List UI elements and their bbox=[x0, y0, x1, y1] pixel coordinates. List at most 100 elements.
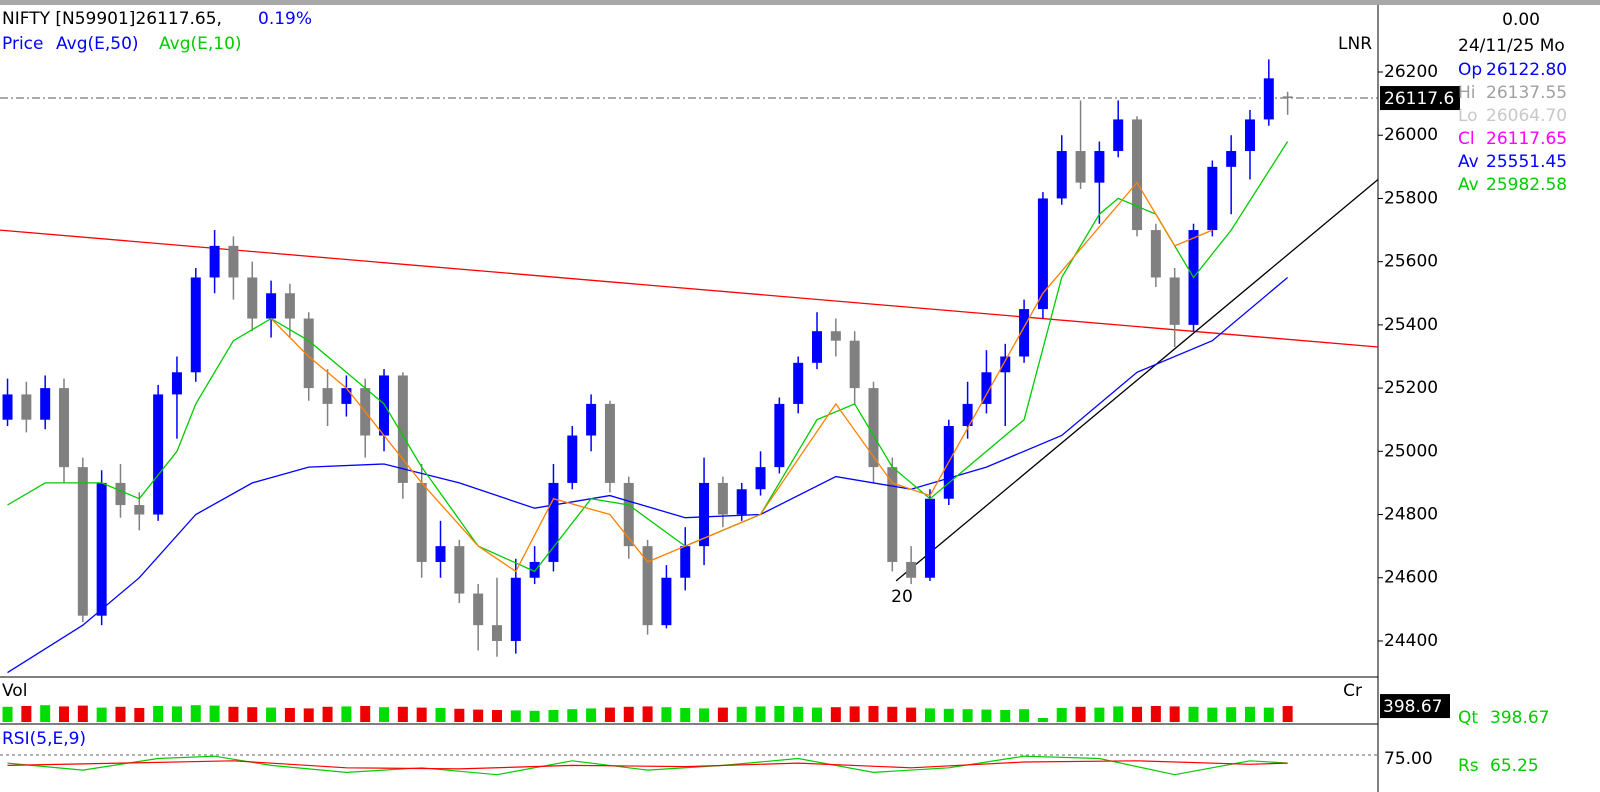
candle-body bbox=[1000, 356, 1011, 373]
info-label: Av bbox=[1458, 175, 1479, 195]
volume-bar bbox=[981, 709, 992, 722]
volume-bar bbox=[322, 706, 333, 722]
candle-body bbox=[1056, 151, 1067, 199]
candle-body bbox=[1282, 96, 1293, 99]
y-tick-label: 26200 bbox=[1384, 62, 1438, 82]
candle-body bbox=[1169, 277, 1180, 325]
volume-box bbox=[1380, 694, 1450, 719]
candle-body bbox=[1113, 119, 1124, 152]
volume-bar bbox=[454, 708, 465, 722]
candle-body bbox=[906, 561, 917, 578]
candle-body bbox=[717, 482, 728, 515]
candle-body bbox=[1150, 230, 1161, 278]
candle-body bbox=[2, 394, 13, 420]
volume-bar bbox=[906, 707, 917, 722]
volume-bar bbox=[567, 709, 578, 722]
candle-body bbox=[59, 388, 70, 468]
candle-body bbox=[209, 245, 220, 278]
volume-bar bbox=[397, 706, 408, 722]
legend-entry: Price bbox=[2, 34, 43, 54]
candle-body bbox=[40, 388, 51, 420]
candle-body bbox=[887, 467, 898, 562]
candle-body bbox=[510, 577, 521, 641]
volume-bar bbox=[830, 707, 841, 722]
volume-bar bbox=[1169, 706, 1180, 722]
legend-entry: Avg(E,50) bbox=[56, 34, 139, 54]
volume-bar bbox=[1019, 709, 1030, 722]
volume-bar bbox=[379, 707, 390, 722]
candle-body bbox=[699, 482, 710, 547]
volume-bar bbox=[209, 705, 220, 722]
candle-body bbox=[1094, 151, 1105, 183]
volume-bar bbox=[510, 710, 521, 722]
volume-bar bbox=[924, 708, 935, 722]
volume-bar bbox=[473, 709, 484, 722]
candle-body bbox=[1207, 166, 1218, 231]
candle-body bbox=[228, 245, 239, 278]
candle-body bbox=[322, 388, 333, 404]
candle-body bbox=[284, 293, 295, 319]
volume-label: Vol bbox=[2, 681, 27, 701]
candle-body bbox=[774, 403, 785, 468]
volume-bar bbox=[134, 708, 145, 722]
volume-bar bbox=[1132, 706, 1143, 722]
info-label: Av bbox=[1458, 152, 1479, 172]
volume-bar bbox=[266, 707, 277, 722]
info-label: Lo bbox=[1458, 106, 1478, 126]
info-label: Hi bbox=[1458, 83, 1476, 103]
volume-bar bbox=[1188, 706, 1199, 722]
y-tick-label: 24400 bbox=[1384, 631, 1438, 651]
volume-bar bbox=[717, 707, 728, 722]
volume-bar bbox=[1037, 718, 1048, 722]
volume-bar bbox=[1150, 706, 1161, 722]
volume-bar bbox=[21, 706, 32, 722]
volume-bar bbox=[623, 706, 634, 722]
info-value: 26122.80 bbox=[1486, 60, 1567, 80]
candle-body bbox=[1226, 151, 1237, 167]
rsi-label: RSI(5,E,9) bbox=[2, 729, 86, 749]
y-tick-label: 25000 bbox=[1384, 441, 1438, 461]
candle-body bbox=[171, 372, 182, 395]
y-tick-label: 24800 bbox=[1384, 505, 1438, 525]
volume-bar bbox=[680, 708, 691, 722]
info-top: 0.00 bbox=[1502, 10, 1540, 30]
info-value: 398.67 bbox=[1490, 708, 1549, 728]
volume-bar bbox=[699, 708, 710, 722]
candle-body bbox=[1019, 309, 1030, 357]
volume-bar bbox=[774, 706, 785, 722]
volume-bar bbox=[962, 709, 973, 722]
candle-body bbox=[962, 403, 973, 427]
volume-bar bbox=[491, 710, 502, 722]
rsi-line bbox=[7, 755, 1288, 776]
candle-body bbox=[266, 293, 277, 319]
candle-body bbox=[736, 489, 747, 515]
volume-bar bbox=[341, 706, 352, 722]
volume-bar bbox=[1207, 707, 1218, 722]
candle-body bbox=[755, 467, 766, 490]
candle-body bbox=[1263, 78, 1274, 120]
y-tick-label: 25200 bbox=[1384, 378, 1438, 398]
candle-body bbox=[529, 561, 540, 578]
volume-bar bbox=[868, 706, 879, 722]
candle-body bbox=[981, 372, 992, 404]
candle-body bbox=[134, 505, 145, 515]
info-value: 26064.70 bbox=[1486, 106, 1567, 126]
candle-body bbox=[303, 318, 314, 389]
candle-body bbox=[115, 482, 126, 506]
price-box bbox=[1380, 86, 1460, 111]
volume-bar bbox=[1094, 707, 1105, 722]
volume-bar bbox=[548, 710, 559, 722]
candle-body bbox=[661, 577, 672, 626]
candle-body bbox=[454, 546, 465, 594]
candle-body bbox=[341, 388, 352, 404]
candle-body bbox=[416, 482, 427, 562]
candle-body bbox=[1037, 198, 1048, 310]
info-label: Rs bbox=[1458, 756, 1479, 776]
volume-bar bbox=[1226, 707, 1237, 722]
candle-body bbox=[567, 435, 578, 483]
volume-bar bbox=[1000, 710, 1011, 722]
volume-bar bbox=[40, 705, 51, 722]
volume-bar bbox=[96, 707, 107, 722]
volume-bar bbox=[812, 707, 823, 722]
rsi-line bbox=[7, 760, 1288, 770]
